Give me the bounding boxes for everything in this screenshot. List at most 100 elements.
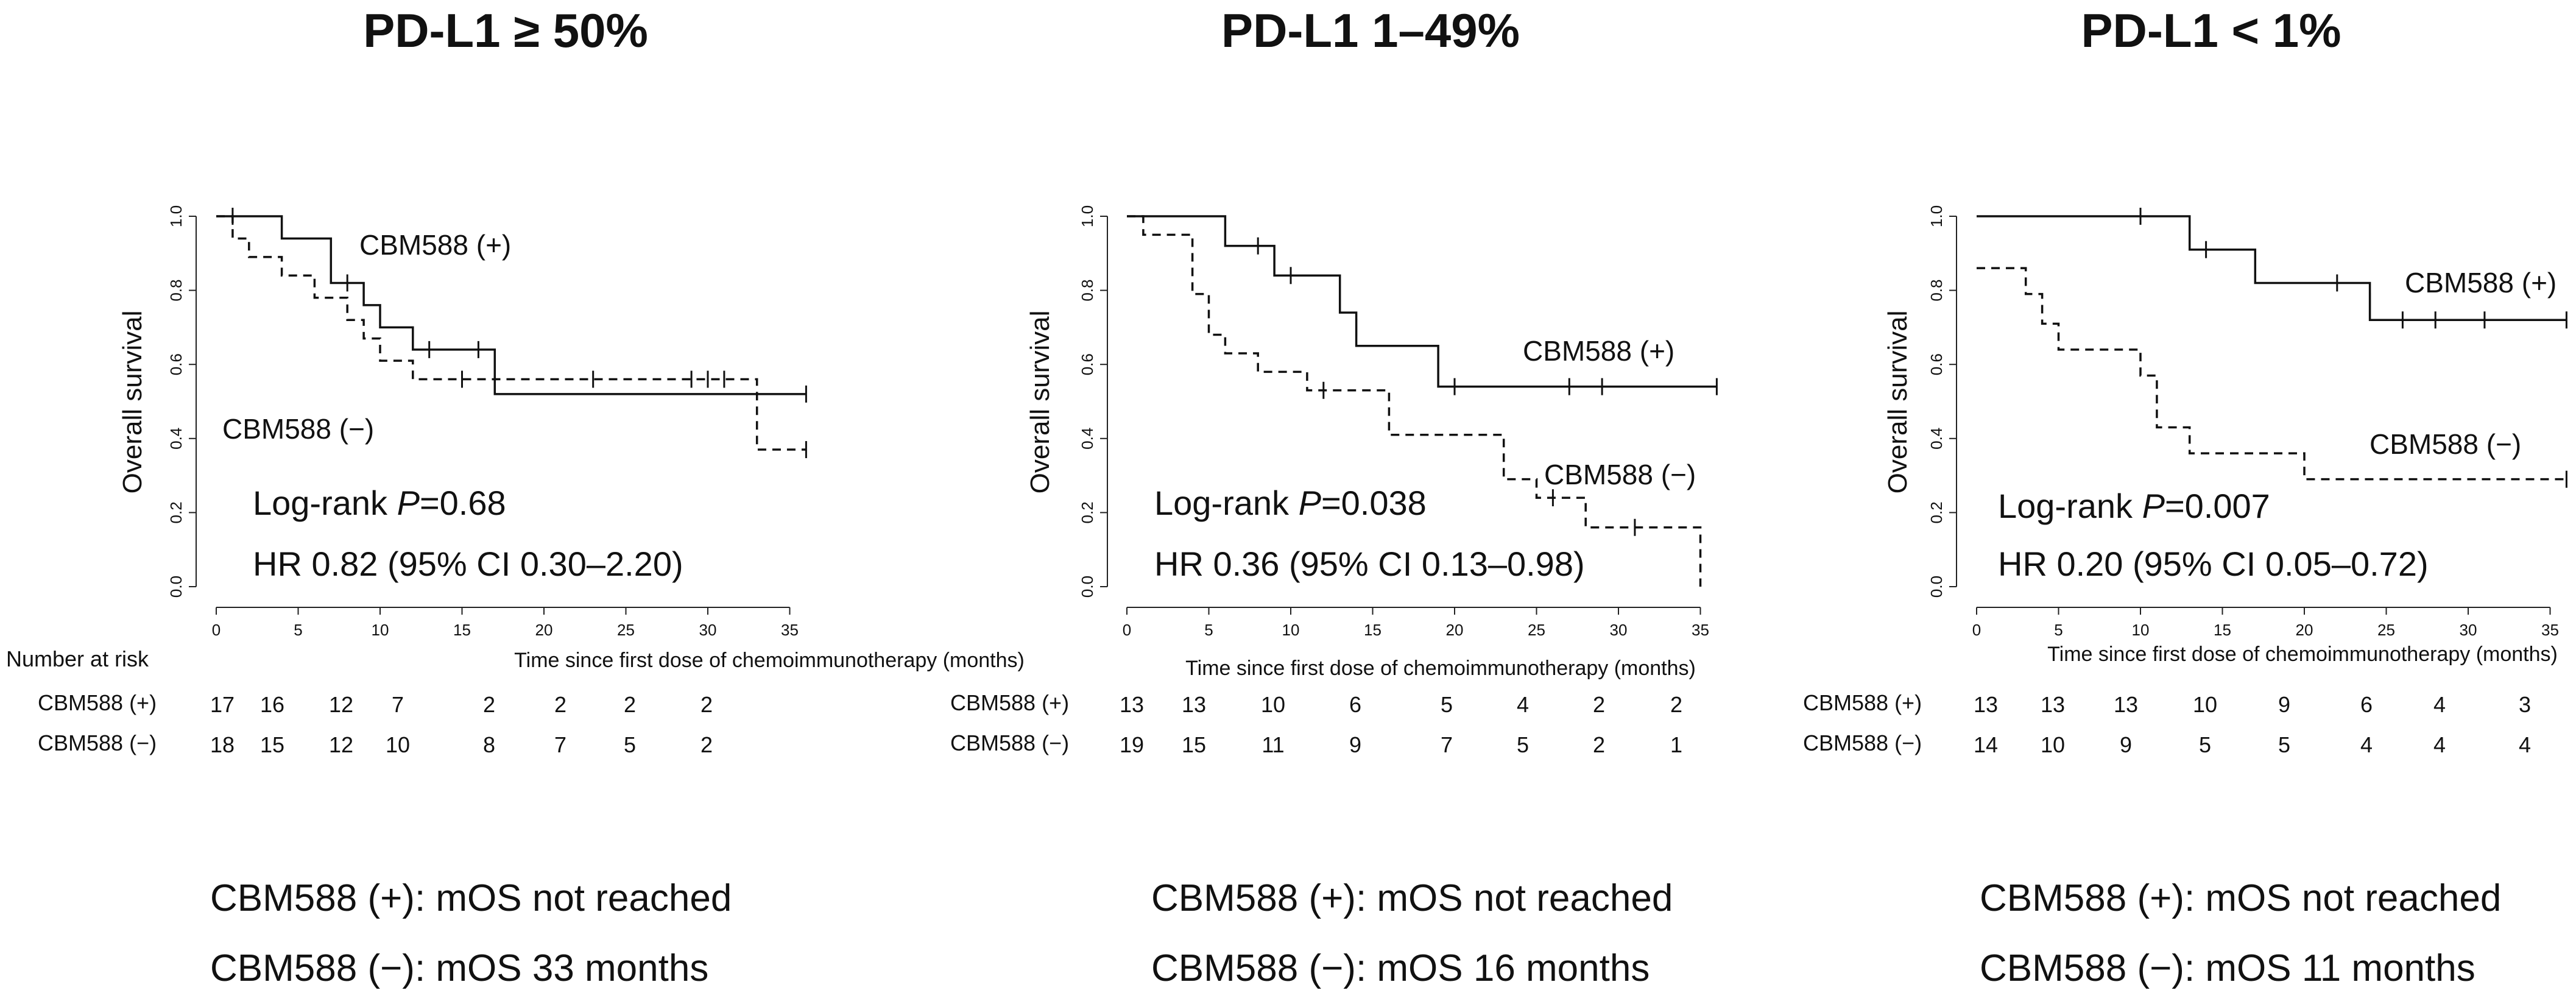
p2-xtick-label-3: 15 <box>1364 621 1382 639</box>
p3-ytick-label-1: 0.2 <box>1927 501 1946 523</box>
summary-p2-minus: CBM588 (−): mOS 16 months <box>1151 947 1650 989</box>
p3-risk-minus-3: 5 <box>2198 732 2212 757</box>
p2-xtick-label-2: 10 <box>1282 621 1300 639</box>
p1-risk-minus-1: 15 <box>259 732 285 757</box>
p3-label-minus: CBM588 (−) <box>2370 428 2521 460</box>
p3-risk-plus-0: 13 <box>1973 692 1999 717</box>
p3-xtick-label-7: 35 <box>2541 621 2559 639</box>
p3-logrank-text: Log-rank P=0.007 <box>1998 487 2270 525</box>
p2-ytick-label-1: 0.2 <box>1078 501 1096 523</box>
p2-hr-text: HR 0.36 (95% CI 0.13–0.98) <box>1154 545 1585 583</box>
p3-ytick-label-0: 0.0 <box>1927 576 1946 598</box>
p1-risk-plus-7: 2 <box>700 692 713 717</box>
p3-ytick-label-5: 1.0 <box>1927 205 1946 227</box>
p3-risk-minus-4: 5 <box>2278 732 2291 757</box>
p1-risk-plus-3: 7 <box>391 692 404 717</box>
p1-risk-minus-0: 18 <box>210 732 235 757</box>
p1-risk-minus-3: 10 <box>385 732 411 757</box>
p3-risk-minus-6: 4 <box>2433 732 2446 757</box>
p2-risk-plus-3: 6 <box>1349 692 1362 717</box>
p2-risk-minus-7: 1 <box>1670 732 1683 757</box>
p2-xtick-label-6: 30 <box>1610 621 1628 639</box>
p3-xlabel: Time since first dose of chemoimmunother… <box>2047 643 2558 666</box>
p1-label-minus: CBM588 (−) <box>222 413 374 445</box>
risk-label-p3-plus: CBM588 (+) <box>1803 690 1922 715</box>
p2-xtick-label-7: 35 <box>1692 621 1709 639</box>
risk-label-p1-minus: CBM588 (−) <box>38 730 157 755</box>
summary-p3-minus: CBM588 (−): mOS 11 months <box>1980 947 2475 989</box>
p2-ytick-label-3: 0.6 <box>1078 353 1096 375</box>
p2-xtick-label-5: 25 <box>1528 621 1545 639</box>
p3-risk-plus-3: 10 <box>2192 692 2218 717</box>
p1-xtick-label-2: 10 <box>372 621 389 639</box>
p1-ytick-label-3: 0.6 <box>167 353 185 375</box>
panel-2-title: PD-L1 1–49% <box>1221 4 1520 57</box>
p3-risk-minus-5: 4 <box>2360 732 2373 757</box>
p1-xlabel: Time since first dose of chemoimmunother… <box>514 649 1025 672</box>
p2-xtick-label-1: 5 <box>1204 621 1213 639</box>
p3-ytick-label-4: 0.8 <box>1927 280 1946 302</box>
p2-logrank-text: Log-rank P=0.038 <box>1154 484 1427 522</box>
p2-risk-minus-5: 5 <box>1516 732 1530 757</box>
p1-xtick-label-4: 20 <box>535 621 553 639</box>
p1-xtick-label-3: 15 <box>453 621 471 639</box>
p2-risk-minus-4: 7 <box>1440 732 1453 757</box>
p3-xtick-label-6: 30 <box>2460 621 2477 639</box>
summary-p3-plus: CBM588 (+): mOS not reached <box>1980 877 2502 919</box>
p1-ytick-label-5: 1.0 <box>167 205 185 227</box>
p2-xtick-label-0: 0 <box>1123 621 1131 639</box>
p3-ylabel: Overall survival <box>1883 311 1913 494</box>
p3-ytick-label-2: 0.4 <box>1927 428 1946 450</box>
p3-xtick-label-1: 5 <box>2054 621 2063 639</box>
p2-curve-minus <box>1127 215 1702 587</box>
p1-risk-plus-2: 12 <box>328 692 354 717</box>
p2-risk-minus-0: 19 <box>1119 732 1145 757</box>
p1-risk-minus-7: 2 <box>700 732 713 757</box>
panel-1-title: PD-L1 ≥ 50% <box>363 4 648 57</box>
p1-label-plus: CBM588 (+) <box>359 229 511 261</box>
summary-p1-minus: CBM588 (−): mOS 33 months <box>210 947 709 989</box>
p1-curve-minus <box>216 215 806 451</box>
p2-logrank-p: P <box>1299 484 1321 522</box>
p1-logrank-p: P <box>397 484 420 522</box>
p1-risk-minus-4: 8 <box>482 732 496 757</box>
p3-xtick-label-3: 15 <box>2214 621 2231 639</box>
p3-logrank-p: P <box>2142 487 2165 525</box>
p1-risk-minus-2: 12 <box>328 732 354 757</box>
risk-label-p3-minus: CBM588 (−) <box>1803 730 1922 755</box>
p2-risk-plus-7: 2 <box>1670 692 1683 717</box>
p1-ytick-label-1: 0.2 <box>167 501 185 523</box>
p2-curve-plus <box>1127 215 1717 388</box>
risk-label-p2-plus: CBM588 (+) <box>950 690 1070 715</box>
p3-ytick-label-3: 0.6 <box>1927 353 1946 375</box>
summary-p1-plus: CBM588 (+): mOS not reached <box>210 877 732 919</box>
p1-risk-plus-6: 2 <box>623 692 637 717</box>
p1-risk-minus-5: 7 <box>554 732 567 757</box>
p2-logrank-prefix: Log-rank <box>1154 484 1299 522</box>
p1-risk-plus-0: 17 <box>210 692 235 717</box>
p3-risk-plus-6: 4 <box>2433 692 2446 717</box>
p3-xtick-label-0: 0 <box>1972 621 1981 639</box>
p2-risk-minus-3: 9 <box>1349 732 1362 757</box>
p2-label-minus: CBM588 (−) <box>1544 459 1696 490</box>
risk-table-header: Number at risk <box>6 646 149 671</box>
p1-logrank-value: =0.68 <box>420 484 506 522</box>
p1-ytick-label-2: 0.4 <box>167 428 185 450</box>
risk-label-p2-minus: CBM588 (−) <box>950 730 1070 755</box>
p1-xtick-label-7: 35 <box>781 621 799 639</box>
p1-ylabel: Overall survival <box>118 311 147 494</box>
risk-label-p1-plus: CBM588 (+) <box>38 690 157 715</box>
p3-risk-plus-2: 13 <box>2113 692 2139 717</box>
p1-risk-plus-4: 2 <box>482 692 496 717</box>
p3-xtick-label-5: 25 <box>2377 621 2395 639</box>
p3-curve-plus <box>1977 215 2567 321</box>
p3-logrank-prefix: Log-rank <box>1998 487 2142 525</box>
p2-ytick-label-2: 0.4 <box>1078 428 1096 450</box>
p3-label-plus: CBM588 (+) <box>2405 267 2557 299</box>
p1-xtick-label-5: 25 <box>617 621 635 639</box>
p2-risk-minus-6: 2 <box>1592 732 1606 757</box>
p3-risk-minus-0: 14 <box>1973 732 1999 757</box>
p2-risk-plus-0: 13 <box>1119 692 1145 717</box>
p2-risk-plus-4: 5 <box>1440 692 1453 717</box>
